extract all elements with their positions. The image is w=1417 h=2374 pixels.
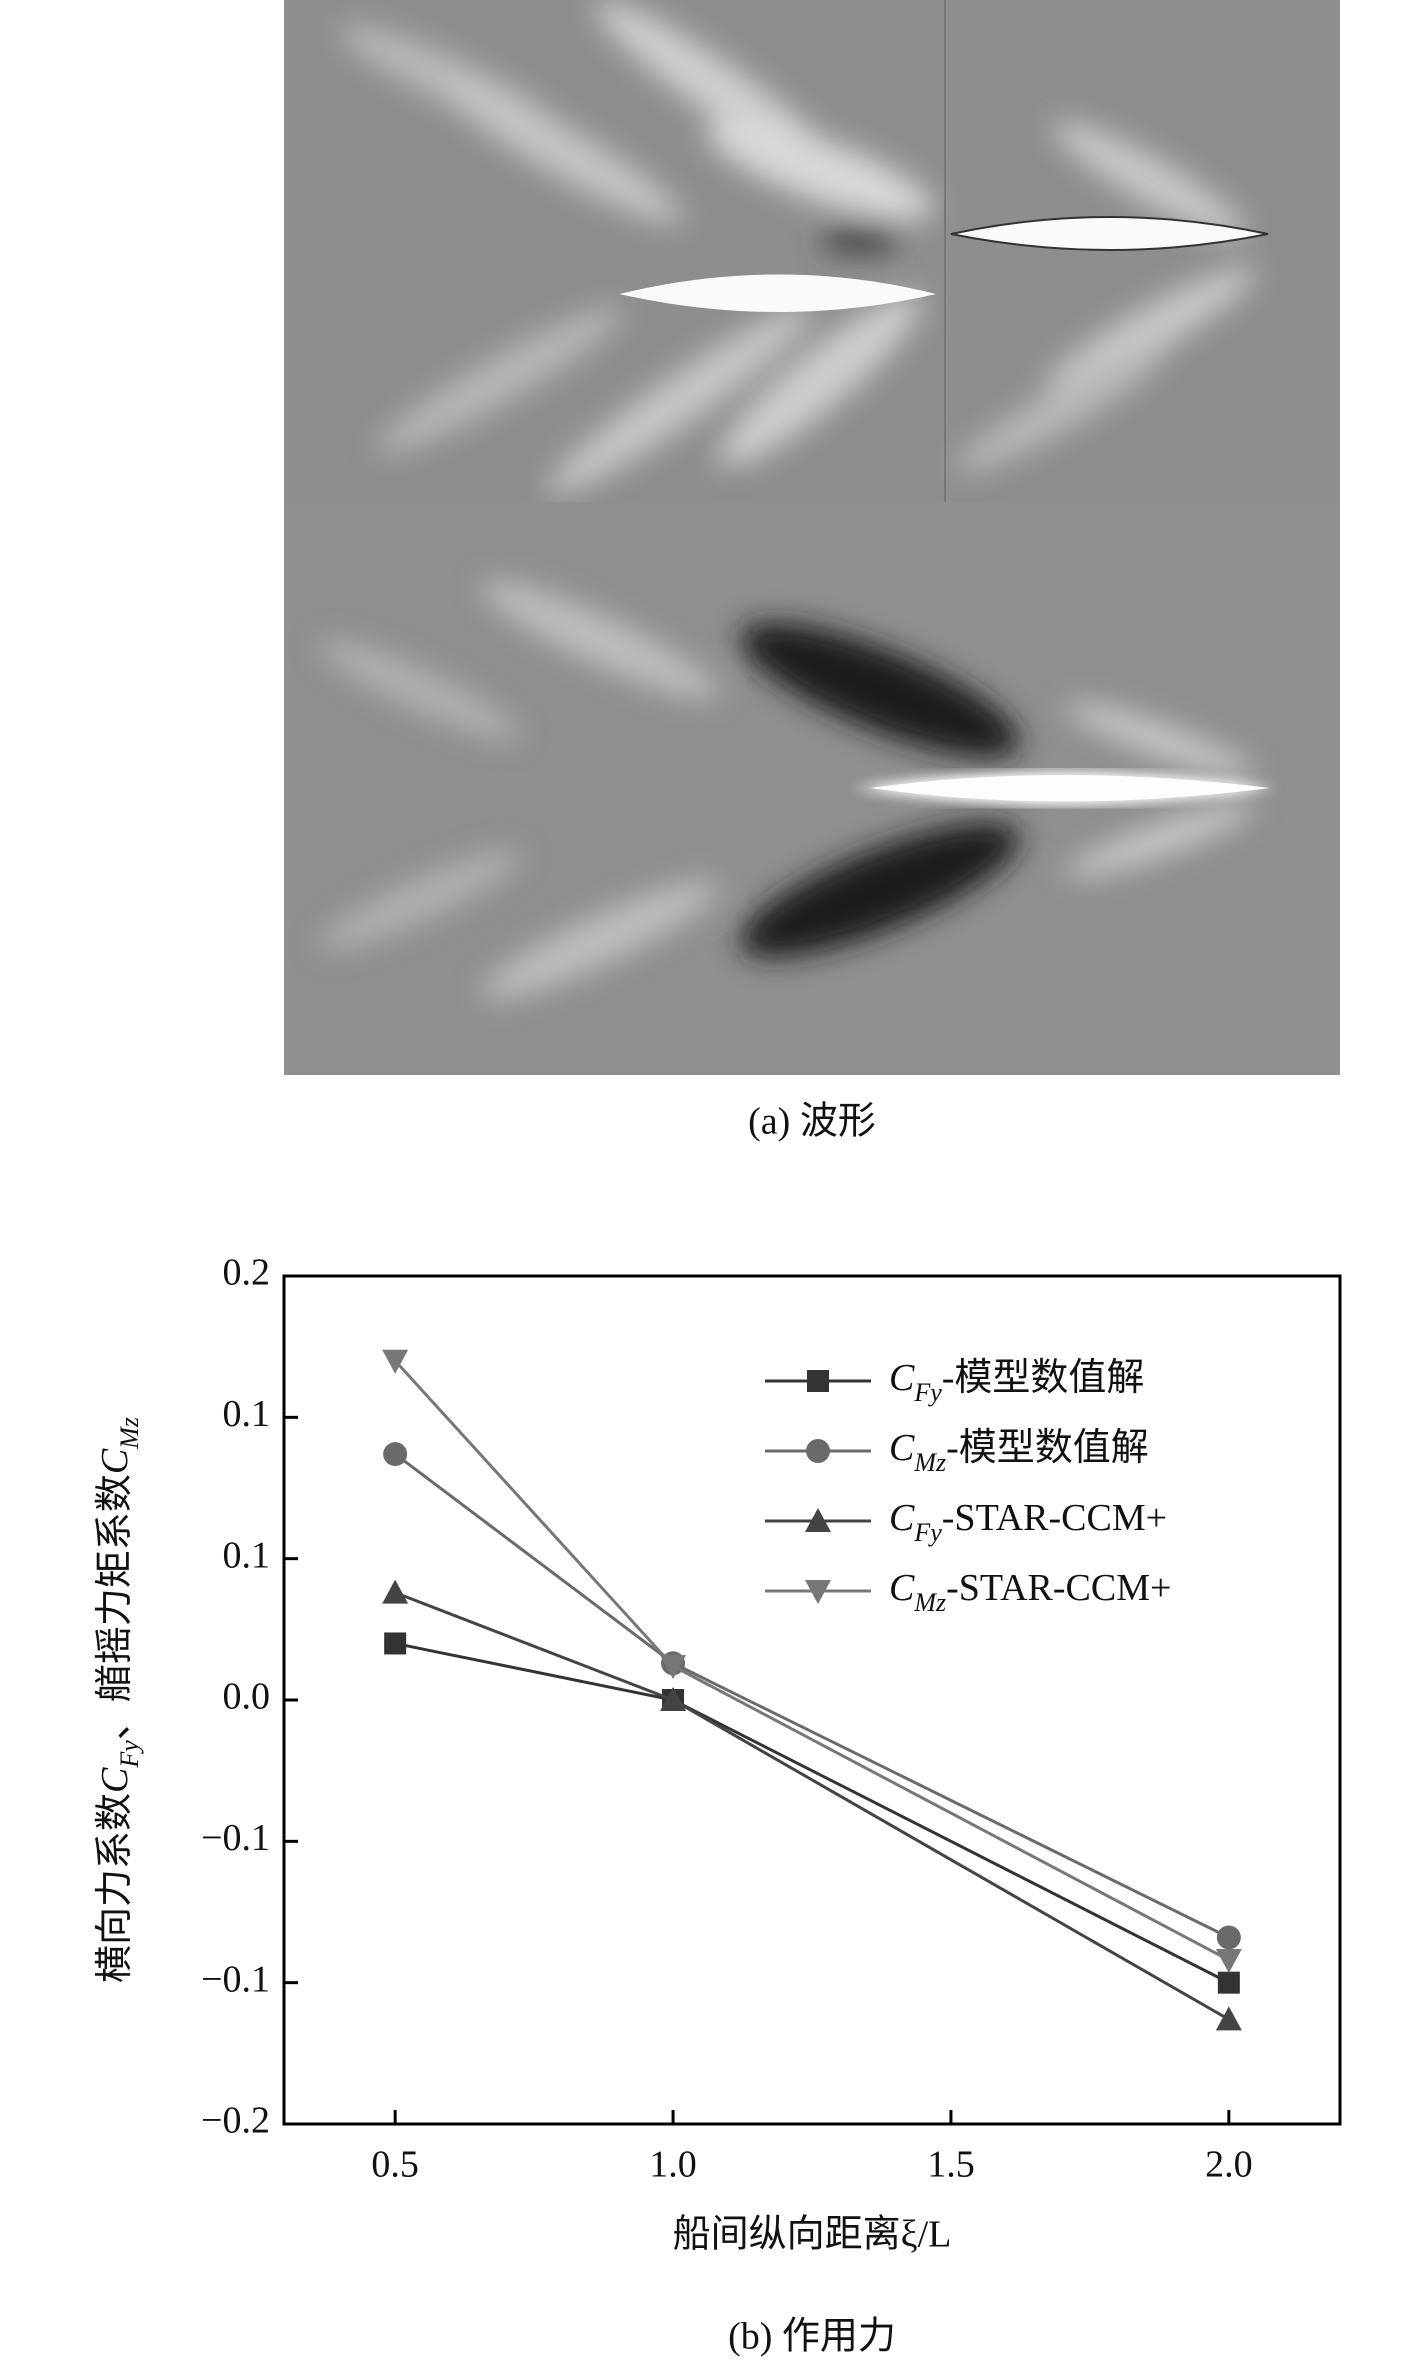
wave-image bbox=[284, 0, 1340, 1075]
plot-frame bbox=[282, 1274, 1342, 2126]
y-axis-label: 横向力系数CFy、艏摇力矩系数CMz bbox=[94, 1417, 145, 1983]
legend-label: CMz-STAR-CCM+ bbox=[889, 1567, 1171, 1618]
legend-label: CMz-模型数值解 bbox=[889, 1427, 1149, 1478]
y-tick-label: 0.1 bbox=[223, 1534, 271, 1576]
marker bbox=[807, 1370, 829, 1392]
marker bbox=[806, 1439, 830, 1463]
caption: (b) 作用力 bbox=[728, 2316, 896, 2358]
x-tick-label: 2.0 bbox=[1205, 2144, 1253, 2186]
hull bbox=[870, 775, 1270, 802]
y-tick-label: 0.1 bbox=[223, 1393, 271, 1435]
y-tick-label: −0.2 bbox=[201, 2100, 270, 2142]
y-tick-label: −0.1 bbox=[201, 1958, 270, 2000]
marker bbox=[660, 1687, 687, 1711]
caption: (a) 波形 bbox=[748, 1101, 876, 1143]
x-tick-label: 1.0 bbox=[649, 2144, 697, 2186]
marker bbox=[805, 1580, 831, 1604]
y-tick-label: −0.1 bbox=[201, 1817, 270, 1859]
hull bbox=[619, 274, 936, 312]
wave-pattern bbox=[319, 580, 1255, 1000]
legend-label: CFy-STAR-CCM+ bbox=[889, 1497, 1167, 1548]
wave-pattern bbox=[340, 1, 1255, 494]
marker bbox=[1215, 2006, 1242, 2031]
marker bbox=[1216, 1925, 1241, 1950]
hull bbox=[950, 216, 1269, 251]
x-axis-label: 船间纵向距离ξ/L bbox=[673, 2214, 952, 2256]
series-line bbox=[394, 1591, 1230, 2021]
marker bbox=[1215, 1949, 1242, 1974]
marker bbox=[660, 1655, 687, 1680]
marker bbox=[383, 1442, 408, 1467]
marker bbox=[382, 1349, 409, 1374]
marker bbox=[382, 1579, 409, 1604]
legend-label: CFy-模型数值解 bbox=[889, 1357, 1144, 1408]
marker bbox=[1217, 1971, 1240, 1994]
marker bbox=[384, 1632, 407, 1655]
marker bbox=[805, 1508, 831, 1532]
y-tick-label: 0.2 bbox=[223, 1252, 271, 1294]
series-line bbox=[394, 1642, 1230, 1985]
y-tick-label: 0.0 bbox=[223, 1676, 271, 1718]
x-tick-label: 1.5 bbox=[927, 2144, 975, 2186]
x-tick-label: 0.5 bbox=[371, 2144, 419, 2186]
